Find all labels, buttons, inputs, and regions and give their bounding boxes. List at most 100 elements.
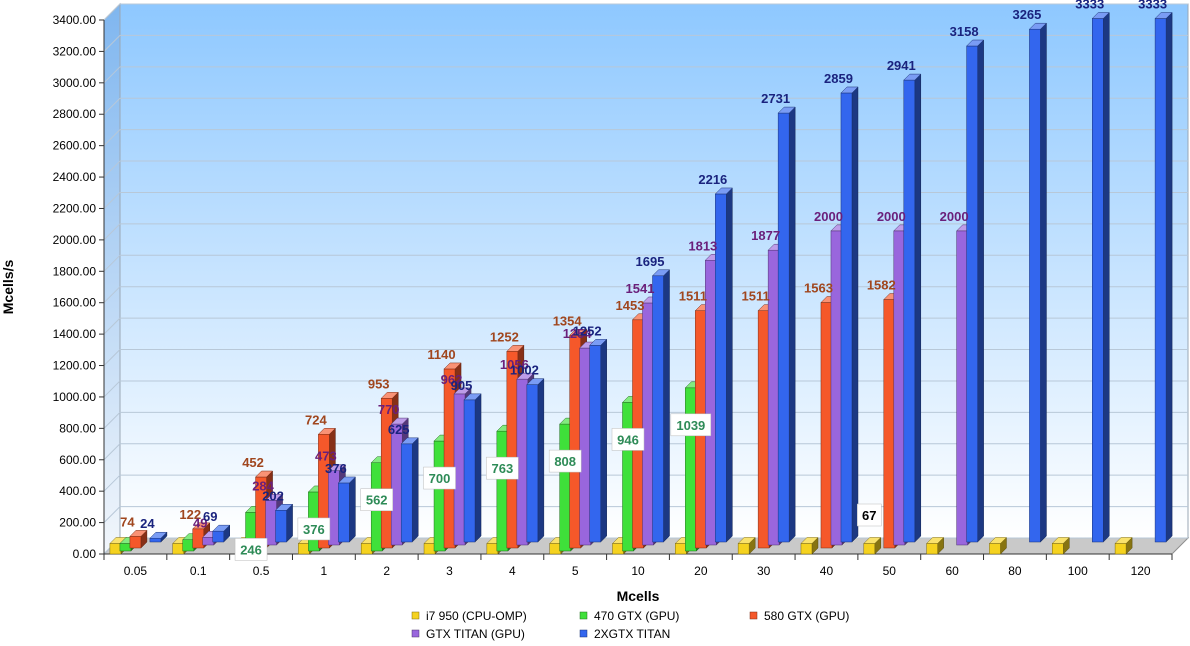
data-label: 1252 [573, 323, 602, 338]
bar-front [496, 430, 509, 552]
bar [903, 73, 922, 543]
bar-top [192, 522, 211, 530]
bar-top [212, 524, 231, 532]
gridline-side [103, 474, 121, 492]
bar-front [526, 384, 539, 543]
bar-top [589, 339, 608, 346]
data-label-text: 1813 [688, 238, 717, 253]
data-label-text: 1582 [867, 278, 896, 293]
data-label-text: 1511 [679, 289, 707, 304]
data-label: 808 [548, 449, 582, 473]
gridline-side [103, 411, 121, 429]
data-label-text: 2859 [824, 71, 853, 86]
data-label-text: 2000 [877, 209, 906, 224]
data-label: 49 [193, 515, 207, 530]
bar-top [777, 106, 796, 114]
bar-front [390, 423, 403, 546]
x-tick-label: 0.5 [253, 564, 270, 578]
data-label: 376 [325, 461, 347, 476]
data-label-text: 1252 [573, 323, 602, 338]
bar-top [264, 494, 284, 501]
bar-top [569, 329, 588, 336]
data-label-text: 49 [193, 515, 207, 530]
bar-top [463, 393, 482, 401]
data-label: 3158 [950, 24, 979, 39]
bar-front [433, 440, 446, 552]
bar [1051, 536, 1070, 555]
data-label-text: 1354 [553, 313, 583, 328]
data-label-text: 1695 [636, 254, 665, 269]
bar-side [851, 86, 859, 543]
data-label: 284 [252, 478, 274, 493]
data-label: 562 [360, 488, 393, 511]
y-tick-label: 2800.00 [53, 107, 97, 121]
data-label: 1511 [742, 289, 770, 304]
bar [1091, 11, 1110, 543]
data-label-text: 2000 [814, 209, 843, 224]
data-label-text: 3265 [1012, 7, 1041, 22]
x-tick-label: 60 [945, 564, 959, 578]
legend-swatch [411, 611, 420, 620]
x-tick-label: 10 [631, 564, 645, 578]
data-label-text: 1254 [563, 326, 593, 341]
bar-top [1028, 22, 1048, 30]
bar-top [149, 531, 168, 539]
bar [863, 536, 882, 555]
bar-front [705, 260, 717, 546]
bar-side [537, 378, 545, 543]
data-label: 69 [203, 509, 217, 524]
gridline-side [103, 192, 121, 209]
bar-front [840, 92, 853, 543]
data-label-text: 808 [554, 454, 576, 469]
bar [274, 503, 294, 543]
y-axis-title: Mcells/s [0, 260, 16, 315]
bar-front [675, 543, 687, 555]
y-tick-label: 0.00 [73, 547, 97, 561]
bar-front [737, 543, 750, 555]
bar [966, 39, 985, 543]
legend-swatch [411, 629, 420, 638]
legend-label: 580 GTX (GPU) [764, 609, 849, 623]
bar-side [1040, 22, 1047, 543]
bar-front [1029, 28, 1041, 543]
x-tick-label: 20 [694, 564, 708, 578]
bar-front [830, 230, 843, 546]
bar-top [390, 417, 409, 425]
data-label-box [423, 466, 456, 490]
data-label-box [486, 456, 519, 480]
legend-item: i7 950 (CPU-OMP) [411, 609, 527, 623]
data-label: 1252 [490, 329, 519, 344]
bar-top [526, 378, 545, 385]
data-label-text: 770 [378, 402, 400, 417]
data-label: 3265 [1012, 7, 1041, 22]
bar [988, 536, 1008, 555]
bar [129, 529, 148, 549]
x-axis-title: Mcells [617, 588, 660, 604]
data-label-box [234, 538, 268, 561]
data-label-text: 284 [252, 478, 274, 493]
data-label: 1039 [670, 413, 712, 437]
y-tick-label: 3200.00 [53, 44, 97, 58]
bar-front [486, 543, 499, 555]
bar-side [663, 269, 670, 543]
data-label: 1056 [500, 357, 529, 372]
data-label-text: 24 [140, 516, 155, 531]
data-label-text: 2941 [887, 58, 916, 73]
bar-front [443, 368, 456, 549]
bar-top [274, 504, 294, 511]
bar-front [1114, 543, 1127, 555]
legend-swatch [579, 611, 588, 620]
bar-front [549, 543, 561, 555]
data-label-text: 376 [325, 461, 347, 476]
data-label: 962 [441, 372, 463, 387]
data-label: 2000 [877, 209, 906, 224]
data-label: 1511 [679, 289, 707, 304]
bar [777, 106, 796, 543]
bar-top [453, 387, 472, 395]
legend-label: 2XGTX TITAN [594, 627, 670, 641]
bar-front [202, 537, 214, 546]
data-label: 1453 [616, 298, 645, 313]
bar-front [506, 351, 519, 549]
bar-side [474, 393, 482, 543]
bar-side [349, 476, 356, 543]
